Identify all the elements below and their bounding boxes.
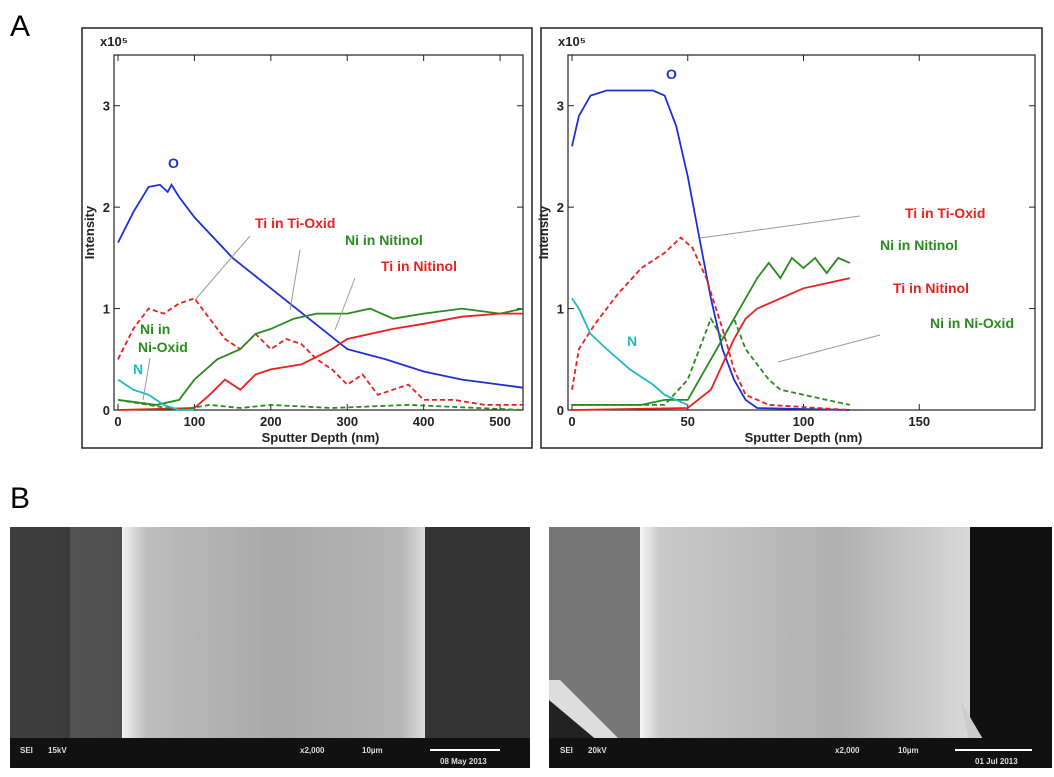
- sem-image: SEI 15kV x2,000 10µm 08 May 2013: [10, 527, 530, 768]
- x-tick-label: 50: [681, 414, 695, 429]
- x-tick-label: 500: [489, 414, 511, 429]
- sem-date: 08 May 2013: [440, 757, 487, 766]
- y-tick-label: 1: [557, 302, 564, 317]
- leader-line: [777, 334, 881, 363]
- series-label: O: [666, 66, 677, 82]
- x-tick-label: 200: [260, 414, 282, 429]
- sem-mode: SEI: [560, 746, 573, 755]
- y-axis-label: Intensity: [536, 205, 551, 259]
- series-label: O: [168, 155, 179, 171]
- series-label: Ti in Ti-Oxid: [255, 215, 335, 231]
- series-label: Ni in Nitinol: [345, 232, 423, 248]
- x-tick-label: 0: [568, 414, 575, 429]
- series-label: Ti in Nitinol: [381, 258, 457, 274]
- series-line: [571, 89, 850, 411]
- series-line: [572, 256, 851, 406]
- sem-magnification: x2,000: [300, 746, 325, 755]
- series-line: [117, 378, 195, 411]
- x-axis-label: Sputter Depth (nm): [262, 430, 380, 445]
- leader-line: [699, 215, 861, 239]
- series-label: Ni in Nitinol: [880, 237, 958, 253]
- x-tick-label: 150: [908, 414, 930, 429]
- leader-line: [289, 249, 301, 311]
- series-line: [571, 277, 850, 411]
- sem-mode: SEI: [20, 746, 33, 755]
- y-tick-label: 3: [557, 99, 564, 114]
- series-line: [117, 297, 523, 406]
- sem-date: 01 Jul 2013: [975, 757, 1018, 766]
- series-line: [572, 316, 850, 406]
- y-tick-label: 2: [103, 200, 110, 215]
- series-label: N: [133, 361, 143, 377]
- x-tick-label: 0: [114, 414, 121, 429]
- series-label: N: [627, 333, 637, 349]
- series-label: Ti in Nitinol: [893, 280, 969, 296]
- x-tick-label: 300: [336, 414, 358, 429]
- y-tick-label: 0: [557, 403, 564, 418]
- series-label: Ni in Ni-Oxid: [930, 315, 1014, 331]
- sem-scale: 10µm: [362, 746, 383, 755]
- panel-label: B: [10, 482, 30, 515]
- series-line: [117, 399, 524, 411]
- y-tick-label: 2: [557, 200, 564, 215]
- plot-area: [567, 54, 1036, 411]
- plot-area: [113, 54, 524, 411]
- y-axis-label: Intensity: [82, 205, 97, 259]
- leader-line: [334, 277, 356, 331]
- series-label: Ti in Ti-Oxid: [905, 205, 985, 221]
- series-line: [571, 297, 689, 406]
- x-tick-label: 100: [793, 414, 815, 429]
- y-tick-label: 1: [103, 302, 110, 317]
- series-line: [117, 312, 523, 411]
- sem-magnification: x2,000: [835, 746, 860, 755]
- x-axis-label: Sputter Depth (nm): [745, 430, 863, 445]
- sem-voltage: 15kV: [48, 746, 67, 755]
- sem-scale: 10µm: [898, 746, 919, 755]
- axis-multiplier: x10⁵: [558, 34, 586, 49]
- series-line: [117, 307, 524, 406]
- sem-voltage: 20kV: [588, 746, 607, 755]
- series-line: [117, 183, 524, 389]
- leader-line: [194, 235, 251, 301]
- series-line: [571, 236, 850, 411]
- x-tick-label: 400: [413, 414, 435, 429]
- chart-frame: [81, 27, 533, 449]
- y-tick-label: 3: [103, 99, 110, 114]
- axis-multiplier: x10⁵: [100, 34, 128, 49]
- sem-image: SEI 20kV x2,000 10µm 01 Jul 2013: [549, 527, 1052, 768]
- x-tick-label: 100: [184, 414, 206, 429]
- chart-frame: [540, 27, 1043, 449]
- y-tick-label: 0: [103, 403, 110, 418]
- panel-label: A: [10, 10, 30, 43]
- series-label: Ni in Ni-Oxid: [138, 321, 188, 355]
